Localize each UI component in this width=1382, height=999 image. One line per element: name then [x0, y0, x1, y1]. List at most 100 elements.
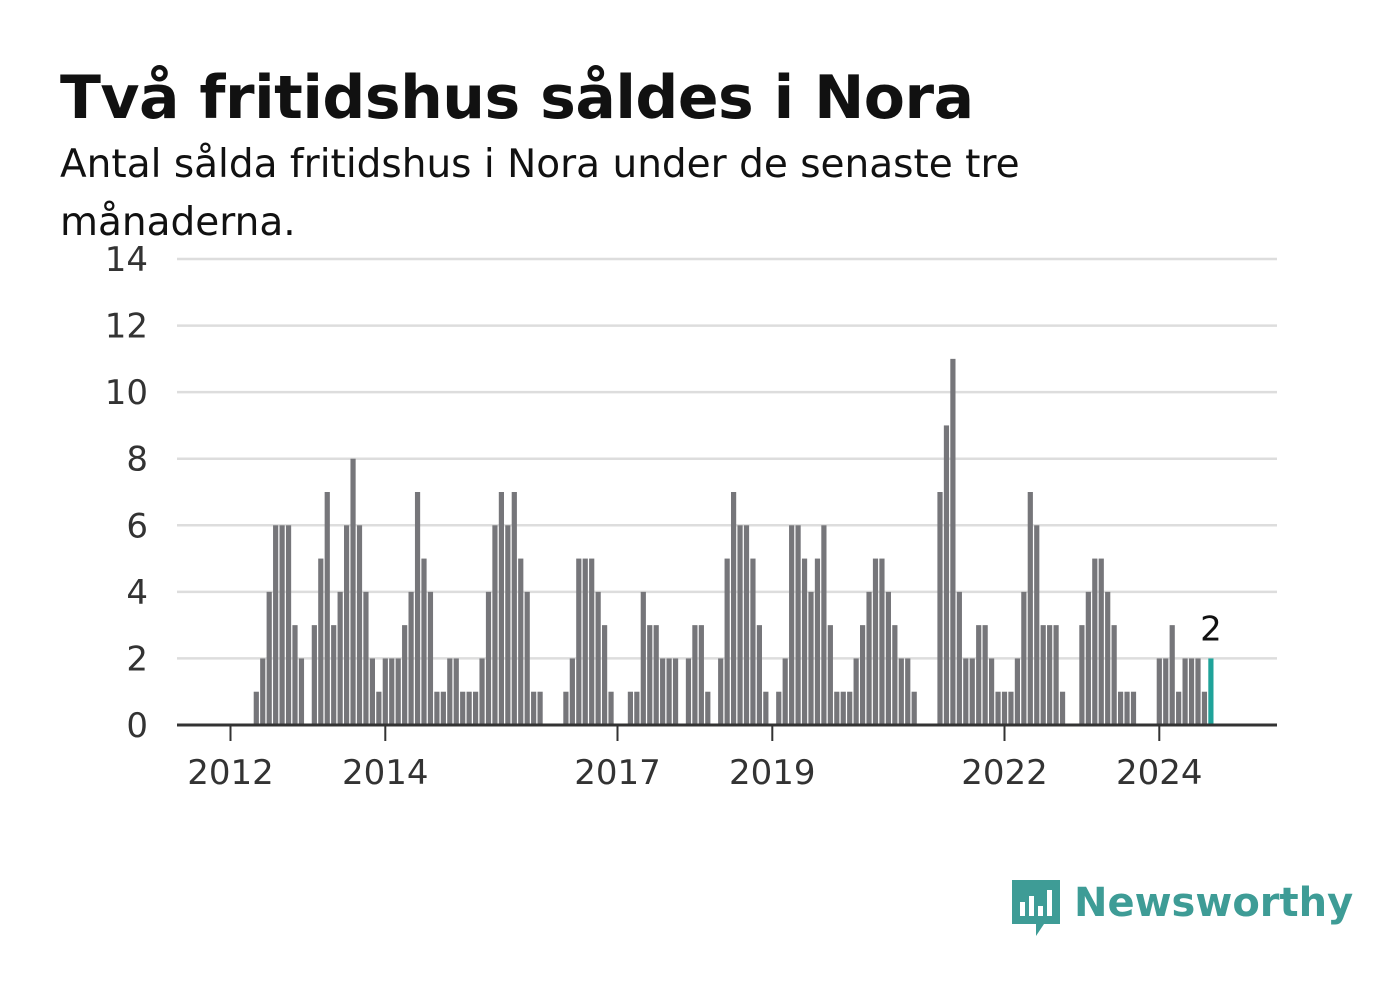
bar — [1105, 591, 1111, 725]
y-tick-label: 4 — [126, 573, 148, 613]
bar — [840, 691, 846, 725]
bar — [1111, 625, 1117, 725]
bars — [253, 358, 1214, 725]
bar — [531, 691, 537, 725]
bar — [460, 691, 466, 725]
x-tick-label: 2022 — [961, 753, 1048, 793]
bar — [943, 425, 950, 725]
bar — [1059, 691, 1066, 725]
bar — [1047, 625, 1053, 725]
bar — [376, 691, 382, 725]
bar — [898, 658, 904, 725]
bar — [634, 691, 640, 725]
bar — [1098, 558, 1104, 725]
bar — [569, 658, 575, 725]
bar — [821, 525, 827, 725]
bar — [737, 525, 743, 725]
bar — [905, 658, 911, 725]
bar — [395, 658, 401, 725]
bar — [860, 625, 866, 725]
bar — [718, 658, 724, 725]
bar — [285, 525, 292, 725]
bar — [879, 558, 885, 725]
bar — [827, 625, 833, 725]
bar — [911, 691, 917, 725]
bar — [318, 558, 324, 725]
bar — [589, 558, 595, 725]
newsworthy-brand: Newsworthy — [1010, 878, 1353, 940]
x-tick-label: 2024 — [1116, 753, 1203, 793]
bar — [311, 625, 317, 725]
bar — [279, 525, 285, 725]
bar — [273, 525, 279, 725]
bar — [466, 691, 472, 725]
bar — [479, 658, 485, 725]
bar — [350, 458, 356, 725]
bar — [801, 558, 808, 725]
x-tick-label: 2019 — [729, 753, 816, 793]
bar — [485, 591, 492, 725]
bar — [505, 525, 511, 725]
bar — [782, 658, 788, 725]
bar — [1182, 658, 1188, 725]
y-tick-label: 0 — [126, 706, 148, 746]
bar — [989, 658, 995, 725]
bar — [853, 658, 859, 725]
bar — [518, 558, 524, 725]
bar — [640, 591, 646, 725]
bar — [789, 525, 795, 725]
bar — [602, 625, 608, 725]
y-tick-label: 14 — [105, 240, 148, 280]
bar — [814, 558, 821, 725]
bar — [1169, 625, 1175, 725]
bar — [266, 591, 272, 725]
bar — [537, 691, 543, 725]
highlight-bar — [1208, 658, 1214, 725]
bar — [892, 625, 898, 725]
bar — [453, 658, 459, 725]
bar — [834, 691, 840, 725]
bar — [666, 658, 672, 725]
bar — [1163, 658, 1169, 725]
bar — [982, 625, 988, 725]
bar — [963, 658, 969, 725]
bar — [872, 558, 879, 725]
bar — [976, 625, 982, 725]
bar — [1130, 691, 1137, 725]
bar — [595, 591, 601, 725]
bar — [292, 625, 298, 725]
y-tick-label: 10 — [105, 373, 148, 413]
y-tick-label: 6 — [126, 506, 148, 546]
bar — [1188, 658, 1195, 725]
bar — [647, 625, 653, 725]
bar — [473, 691, 479, 725]
newsworthy-logo-icon — [1012, 880, 1060, 936]
bar — [1156, 658, 1162, 725]
x-tick-label: 2014 — [342, 753, 429, 793]
bar — [408, 591, 414, 725]
bar — [447, 658, 453, 725]
bar — [608, 691, 614, 725]
bar — [950, 358, 956, 725]
bar — [1014, 658, 1020, 725]
bar — [1085, 591, 1091, 725]
bar — [389, 658, 395, 725]
bar — [685, 658, 692, 725]
bar — [414, 492, 421, 725]
bar — [1079, 625, 1085, 725]
bar — [363, 591, 369, 725]
bar — [440, 691, 446, 725]
bar — [1176, 691, 1182, 725]
bar — [1201, 691, 1208, 725]
bar — [995, 691, 1001, 725]
bar — [847, 691, 853, 725]
bar — [324, 492, 330, 725]
y-tick-label: 8 — [126, 440, 148, 480]
bar — [705, 691, 711, 725]
bar — [1053, 625, 1059, 725]
bar — [750, 558, 756, 725]
bar — [563, 691, 569, 725]
bar — [576, 558, 582, 725]
bar — [1034, 525, 1040, 725]
bar — [885, 591, 891, 725]
